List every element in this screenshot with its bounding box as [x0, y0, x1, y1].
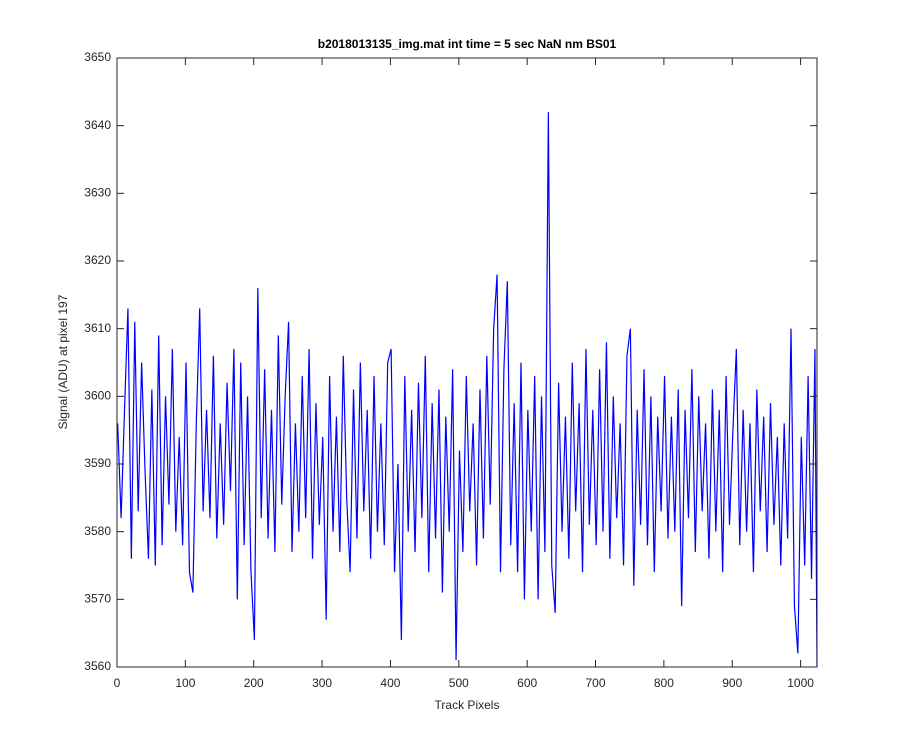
y-tick-label: 3560 — [84, 659, 111, 673]
x-tick-label: 200 — [244, 676, 264, 690]
data-line — [117, 112, 818, 668]
x-tick-label: 400 — [380, 676, 400, 690]
y-tick-label: 3600 — [84, 389, 111, 403]
y-tick-label: 3620 — [84, 253, 111, 267]
y-tick-label: 3640 — [84, 118, 111, 132]
x-tick-label: 600 — [517, 676, 537, 690]
y-tick-label: 3570 — [84, 592, 111, 606]
y-tick-label: 3580 — [84, 524, 111, 538]
x-tick-label: 900 — [722, 676, 742, 690]
y-tick-label: 3610 — [84, 321, 111, 335]
x-tick-label: 500 — [449, 676, 469, 690]
y-tick-label: 3590 — [84, 456, 111, 470]
x-tick-label: 800 — [654, 676, 674, 690]
x-tick-label: 100 — [175, 676, 195, 690]
chart-title: b2018013135_img.mat int time = 5 sec NaN… — [318, 37, 617, 51]
x-tick-label: 0 — [114, 676, 121, 690]
axes-box — [116, 57, 818, 668]
y-tick-label: 3630 — [84, 186, 111, 200]
y-tick-label: 3650 — [84, 50, 111, 64]
x-tick-label: 1000 — [787, 676, 814, 690]
x-tick-label: 300 — [312, 676, 332, 690]
x-axis-label: Track Pixels — [435, 698, 500, 712]
x-tick-label: 700 — [586, 676, 606, 690]
y-axis-label: Signal (ADU) at pixel 197 — [56, 294, 70, 429]
